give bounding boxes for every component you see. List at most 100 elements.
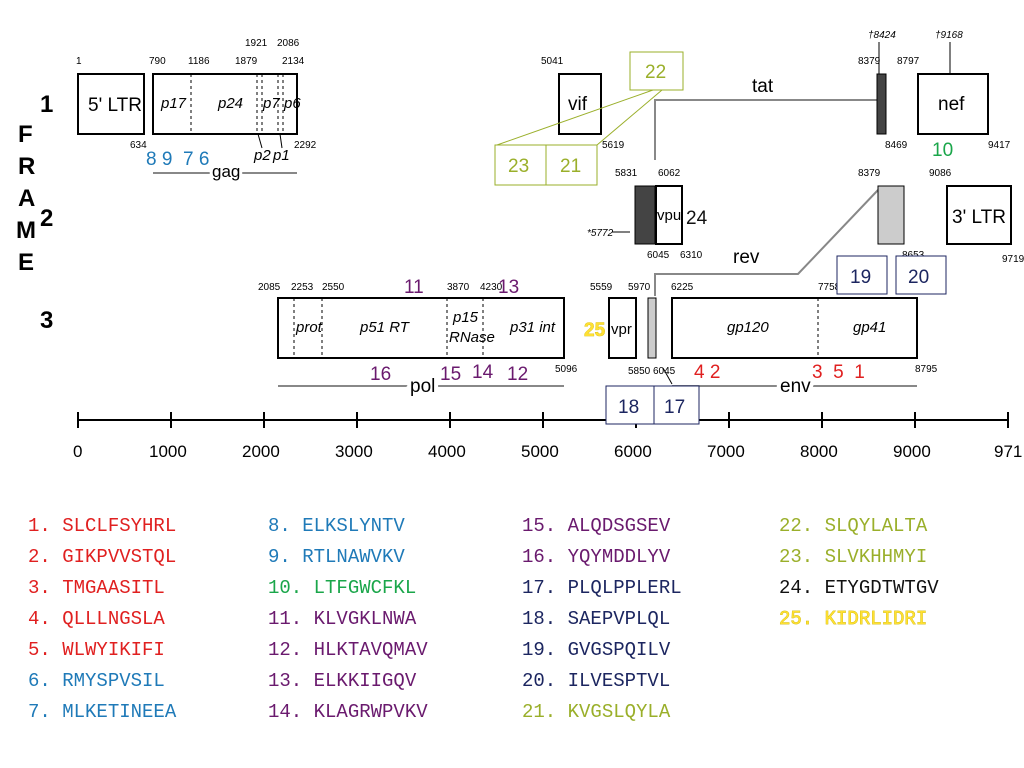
frame-number-1: 1 bbox=[40, 91, 53, 118]
peptide-entry: 16. YQYMDDLYV bbox=[522, 546, 671, 568]
gene-label-p15: p15 bbox=[452, 309, 479, 326]
peptide-entry: 24. ETYGDTWTGV bbox=[779, 577, 939, 599]
peptide-entry: 18. SAEPVPLQL bbox=[522, 608, 670, 630]
gene-label-pol: pol bbox=[410, 376, 435, 397]
gene-label-nef: nef bbox=[938, 94, 965, 115]
epitope-mark-23: 23 bbox=[508, 156, 529, 177]
gene-label-p1: p1 bbox=[272, 147, 290, 164]
epitope-mark-17: 17 bbox=[664, 397, 685, 418]
epitope-mark-12: 12 bbox=[507, 364, 528, 385]
axis-tick-label: 1000 bbox=[149, 442, 187, 461]
pos-5850: 5850 bbox=[628, 366, 651, 377]
epitope-mark-24: 24 bbox=[686, 208, 708, 229]
epitope-mark-351: 3 5 1 bbox=[812, 362, 865, 383]
pos-6310: 6310 bbox=[680, 250, 703, 261]
gene-label-p51rt: p51 RT bbox=[359, 319, 411, 336]
gene-label-rev: rev bbox=[733, 247, 760, 268]
axis-tick-label: 971 bbox=[994, 442, 1022, 461]
epitope-mark-19: 19 bbox=[850, 267, 871, 288]
axis-tick-label: 9000 bbox=[893, 442, 931, 461]
gene-box-nef bbox=[917, 73, 989, 135]
peptide-entry: 22. SLQYLALTA bbox=[779, 515, 928, 537]
pos-4230: 4230 bbox=[480, 282, 503, 293]
tat-exon2 bbox=[876, 73, 887, 135]
gene-box-vpu bbox=[655, 185, 683, 245]
epitope-mark-22: 22 bbox=[645, 62, 666, 83]
gene-label-env: env bbox=[780, 376, 811, 397]
frame-label: F R A M E bbox=[16, 121, 36, 276]
env-pointer bbox=[662, 367, 673, 385]
axis-tick-label: 4000 bbox=[428, 442, 466, 461]
axis-tick-label: 7000 bbox=[707, 442, 745, 461]
pos-6045a: 6045 bbox=[647, 250, 670, 261]
gene-label-prot: prot bbox=[295, 319, 323, 336]
epitope-box-18 bbox=[605, 385, 655, 425]
gene-box-3ltr bbox=[946, 185, 1012, 245]
pos-6045b: 6045 bbox=[653, 366, 676, 377]
gene-label-rnase: RNase bbox=[449, 329, 495, 346]
callout-line-23 bbox=[496, 89, 654, 146]
pos-9719: 9719 bbox=[1002, 254, 1024, 265]
pos-2134: 2134 bbox=[282, 56, 305, 67]
pos-5970: 5970 bbox=[628, 282, 651, 293]
axis-tick-label: 8000 bbox=[800, 442, 838, 461]
gene-label-vif: vif bbox=[568, 94, 588, 115]
gene-label-gp120: gp120 bbox=[727, 319, 769, 336]
gene-box-vpr bbox=[608, 297, 637, 359]
gene-label-p31int: p31 int bbox=[509, 319, 556, 336]
peptide-entry: 10. LTFGWCFKL bbox=[268, 577, 416, 599]
peptide-list: 1. SLCLFSYHRL 2. GIKPVVSTQL 3. TMGAASITL 4.… bbox=[28, 515, 939, 723]
epitope-mark-20: 20 bbox=[908, 267, 929, 288]
peptide-entry: 4. QLLLNGSLA bbox=[28, 608, 165, 630]
p2-pointer bbox=[257, 133, 263, 149]
frame-letter-4: M bbox=[16, 217, 36, 244]
pos-1921: 1921 bbox=[245, 38, 268, 49]
frame-letter-3: A bbox=[18, 185, 35, 212]
peptide-entry: 20. ILVESPTVL bbox=[522, 670, 670, 692]
pos-5559: 5559 bbox=[590, 282, 613, 293]
peptide-entry: 11. KLVGKLNWA bbox=[268, 608, 417, 630]
frame-letter-5: E bbox=[18, 249, 34, 276]
pos-5772: *5772 bbox=[587, 228, 614, 239]
pos-8379a: 8379 bbox=[858, 56, 881, 67]
pos-2085: 2085 bbox=[258, 282, 281, 293]
pos-8795: 8795 bbox=[915, 364, 938, 375]
peptide-entry: 7. MLKETINEEA bbox=[28, 701, 177, 723]
epitope-box-19 bbox=[836, 255, 888, 295]
pos-5619: 5619 bbox=[602, 140, 625, 151]
pos-5041: 5041 bbox=[541, 56, 564, 67]
gene-box-vif bbox=[558, 73, 602, 135]
tat-exon1 bbox=[634, 185, 656, 245]
pos-2253: 2253 bbox=[291, 282, 314, 293]
epitope-mark-14: 14 bbox=[472, 362, 494, 383]
peptide-entry: 21. KVGSLQYLA bbox=[522, 701, 671, 723]
gene-label-3ltr: 3' LTR bbox=[952, 207, 1006, 228]
gene-box-5ltr bbox=[77, 73, 145, 135]
pos-5096: 5096 bbox=[555, 364, 578, 375]
gene-label-p6: p6 bbox=[283, 95, 301, 112]
rev-exon1 bbox=[647, 297, 657, 359]
epitope-mark-16: 16 bbox=[370, 364, 391, 385]
pos-9168: †9168 bbox=[935, 30, 963, 41]
gene-label-p24: p24 bbox=[217, 95, 243, 112]
gene-label-p2: p2 bbox=[253, 147, 271, 164]
pos-9417: 9417 bbox=[988, 140, 1011, 151]
frame-number-2: 2 bbox=[40, 205, 53, 232]
callout-line-21 bbox=[596, 89, 663, 146]
peptide-entry: 23. SLVKHHMYI bbox=[779, 546, 927, 568]
gene-box-pol bbox=[277, 297, 565, 359]
peptide-entry: 15. ALQDSGSEV bbox=[522, 515, 671, 537]
frame-letter-1: F bbox=[18, 121, 33, 148]
pos-9086: 9086 bbox=[929, 168, 952, 179]
rev-exon2 bbox=[877, 185, 905, 245]
epitope-mark-21: 21 bbox=[560, 156, 581, 177]
pos-8469: 8469 bbox=[885, 140, 908, 151]
gene-box-env bbox=[671, 297, 918, 359]
gene-box-gag bbox=[152, 73, 298, 135]
rev-connector bbox=[654, 189, 879, 296]
pos-2292: 2292 bbox=[294, 140, 317, 151]
epitope-mark-10: 10 bbox=[932, 140, 953, 161]
peptide-entry: 6. RMYSPVSIL bbox=[28, 670, 165, 692]
pos-2086: 2086 bbox=[277, 38, 300, 49]
